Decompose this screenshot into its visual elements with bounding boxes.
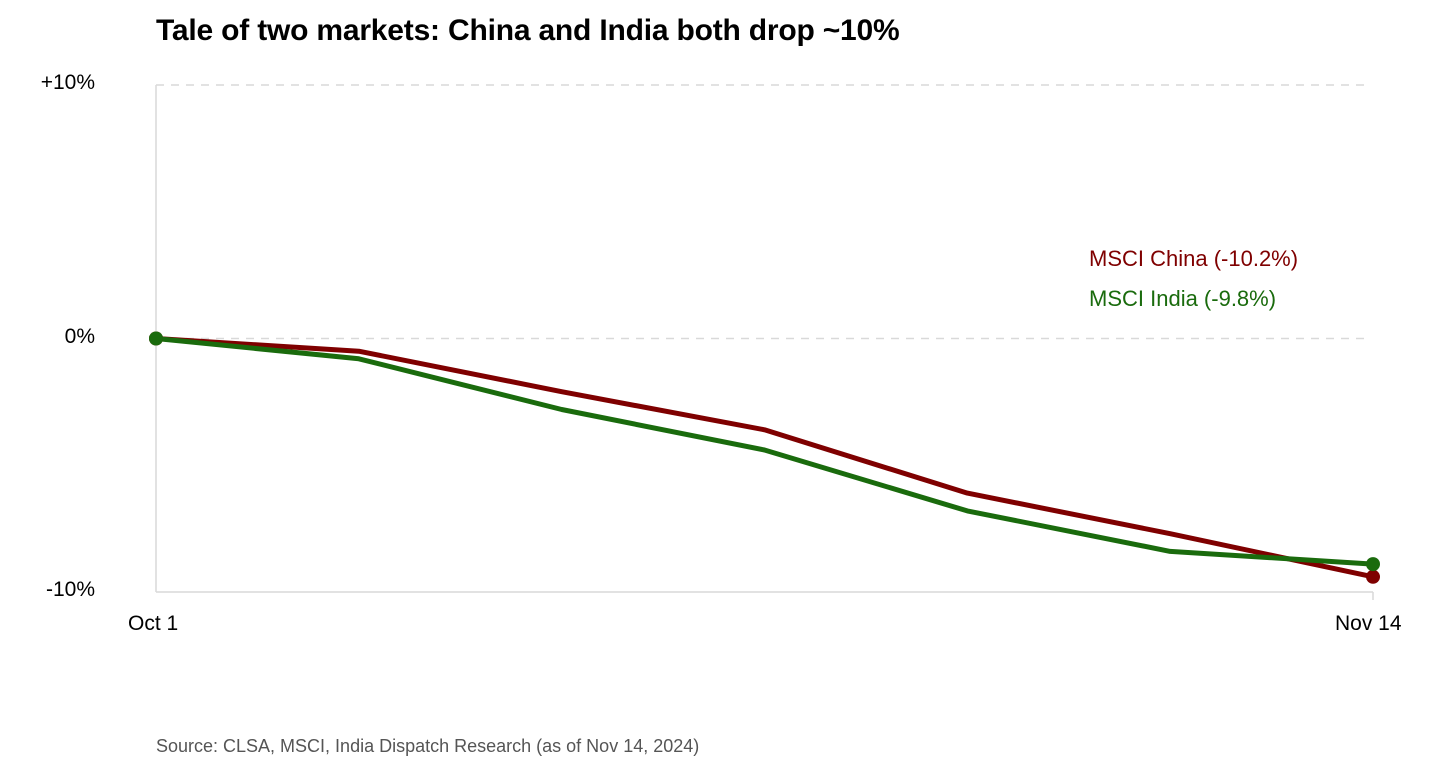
x-tick-label: Nov 14 — [1335, 612, 1402, 635]
axes — [155, 85, 1374, 600]
legend-item-india: MSCI India (-9.8%) — [1089, 286, 1277, 311]
source-note: Source: CLSA, MSCI, India Dispatch Resea… — [156, 736, 700, 756]
end-point-india — [1366, 557, 1380, 572]
series-line-china — [153, 336, 1376, 580]
y-tick-label: 0% — [64, 324, 95, 348]
legend-item-china: MSCI China (-10.2%) — [1089, 246, 1299, 271]
end-point-china — [1366, 569, 1380, 584]
x-tick-label: Oct 1 — [128, 612, 179, 635]
series-line-india — [153, 336, 1376, 567]
y-tick-label: -10% — [45, 578, 95, 601]
grid-lines — [156, 84, 1365, 340]
y-tick-label: +10% — [40, 71, 95, 94]
start-point-india — [149, 331, 163, 346]
series-group — [149, 331, 1380, 584]
chart-title: Tale of two markets: China and India bot… — [156, 14, 900, 47]
